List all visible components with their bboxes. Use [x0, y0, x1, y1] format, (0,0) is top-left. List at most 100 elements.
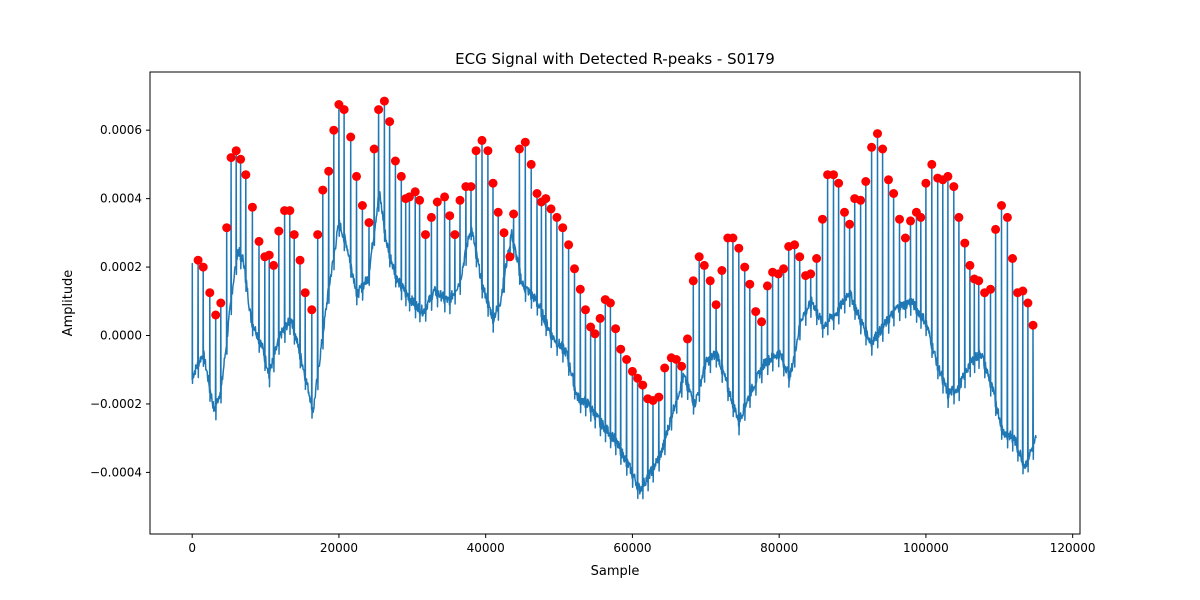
- x-tick-label: 60000: [613, 541, 651, 555]
- r-peak-marker: [927, 159, 937, 169]
- r-peak-marker: [509, 209, 519, 219]
- r-peak-marker: [745, 279, 755, 289]
- r-peak-marker: [526, 159, 536, 169]
- r-peak-marker: [532, 189, 542, 198]
- x-tick-label: 0: [188, 541, 196, 555]
- y-tick-label: 0.0000: [100, 329, 142, 343]
- r-peak-marker: [997, 201, 1006, 210]
- r-peak-marker: [705, 276, 715, 286]
- r-peak-marker: [421, 230, 430, 240]
- r-peak-marker: [867, 142, 877, 152]
- plot-area: [149, 71, 1081, 535]
- r-peak-marker: [357, 201, 367, 210]
- r-peak-marker: [965, 260, 975, 270]
- r-peak-marker: [269, 260, 279, 270]
- r-peak-marker: [499, 228, 509, 238]
- r-peak-marker: [1023, 298, 1033, 308]
- r-peak-marker: [379, 96, 389, 106]
- r-peak-marker: [505, 252, 515, 262]
- r-peak-marker: [605, 298, 615, 308]
- r-peak-marker: [818, 214, 827, 224]
- r-peaks-series: [193, 96, 1038, 405]
- y-tick-label: 0.0006: [100, 123, 142, 137]
- r-peak-marker: [1002, 212, 1012, 222]
- r-peak-marker: [986, 284, 995, 294]
- r-peak-marker: [198, 262, 208, 272]
- r-peak-marker: [622, 355, 632, 364]
- r-peak-marker: [694, 252, 704, 262]
- r-peak-marker: [274, 226, 284, 236]
- r-peak-marker: [374, 105, 384, 115]
- r-peak-marker: [895, 214, 904, 224]
- r-peak-marker: [1018, 286, 1028, 296]
- r-peak-marker: [410, 187, 420, 197]
- r-peak-marker: [307, 305, 317, 315]
- r-peak-marker: [426, 212, 436, 222]
- r-peak-marker: [471, 146, 481, 156]
- ecg-signal-line: [191, 100, 1037, 500]
- r-peak-marker: [364, 218, 374, 228]
- chart-title: ECG Signal with Detected R-peaks - S0179: [455, 50, 775, 68]
- r-peak-marker: [231, 146, 241, 156]
- r-peak-marker: [329, 125, 339, 135]
- r-peak-marker: [385, 117, 395, 127]
- r-peak-marker: [900, 233, 910, 243]
- r-peak-marker: [483, 146, 493, 156]
- r-peak-marker: [1028, 320, 1038, 330]
- r-peak-marker: [861, 177, 871, 186]
- r-peak-marker: [369, 144, 379, 154]
- r-peak-marker: [834, 178, 844, 188]
- x-tick-label: 120000: [1050, 541, 1096, 555]
- r-peak-marker: [779, 264, 789, 274]
- r-peak-marker: [884, 175, 893, 185]
- r-peak-marker: [595, 313, 605, 323]
- r-peak-marker: [740, 262, 750, 272]
- r-peak-marker: [845, 219, 855, 229]
- r-peak-marker: [440, 192, 450, 202]
- r-peak-marker: [611, 324, 621, 334]
- r-peak-marker: [552, 212, 562, 222]
- r-peak-marker: [211, 310, 221, 320]
- ecg-signal-series: [191, 100, 1037, 500]
- r-peak-marker: [757, 317, 767, 327]
- r-peak-marker: [654, 392, 664, 402]
- y-tick-label: 0.0004: [100, 192, 142, 206]
- r-peak-marker: [432, 197, 442, 207]
- r-peak-marker: [906, 216, 915, 226]
- r-peak-marker: [445, 211, 455, 221]
- y-tick-label: −0.0004: [90, 465, 142, 479]
- r-peak-marker: [339, 105, 349, 115]
- r-peak-marker: [396, 171, 406, 181]
- x-axis-label: Sample: [591, 564, 640, 579]
- r-peak-marker: [633, 373, 643, 383]
- r-peak-marker: [352, 171, 361, 181]
- r-peak-marker: [581, 305, 590, 315]
- y-tick-label: −0.0002: [90, 397, 142, 411]
- r-peak-marker: [829, 170, 838, 180]
- r-peak-marker: [313, 230, 323, 240]
- r-peak-marker: [699, 260, 709, 270]
- r-peak-marker: [564, 240, 574, 250]
- r-peak-marker: [677, 361, 687, 371]
- r-peak-marker: [493, 207, 503, 217]
- r-peak-marker: [590, 329, 600, 339]
- r-peak-marker: [477, 135, 487, 145]
- r-peak-marker: [558, 223, 568, 233]
- r-peak-marker: [575, 284, 585, 294]
- r-peak-marker: [514, 144, 524, 154]
- r-peak-marker: [222, 223, 232, 233]
- y-tick-label: 0.0002: [100, 260, 142, 274]
- y-axis: −0.0004 −0.0002 0.0000 0.0002 0.0004 0.0006: [90, 123, 150, 479]
- r-peak-marker: [717, 266, 727, 275]
- r-peak-marker: [711, 300, 721, 310]
- r-peak-marker: [254, 236, 264, 246]
- r-peak-marker: [949, 182, 959, 192]
- x-axis: 0 20000 40000 60000 80000 100000 120000: [188, 534, 1096, 555]
- r-peak-marker: [318, 185, 328, 195]
- r-peak-marker: [488, 178, 498, 188]
- r-peak-marker: [728, 233, 738, 243]
- r-peak-marker: [520, 137, 530, 147]
- r-peak-marker: [570, 264, 579, 274]
- r-peak-marker: [806, 269, 816, 279]
